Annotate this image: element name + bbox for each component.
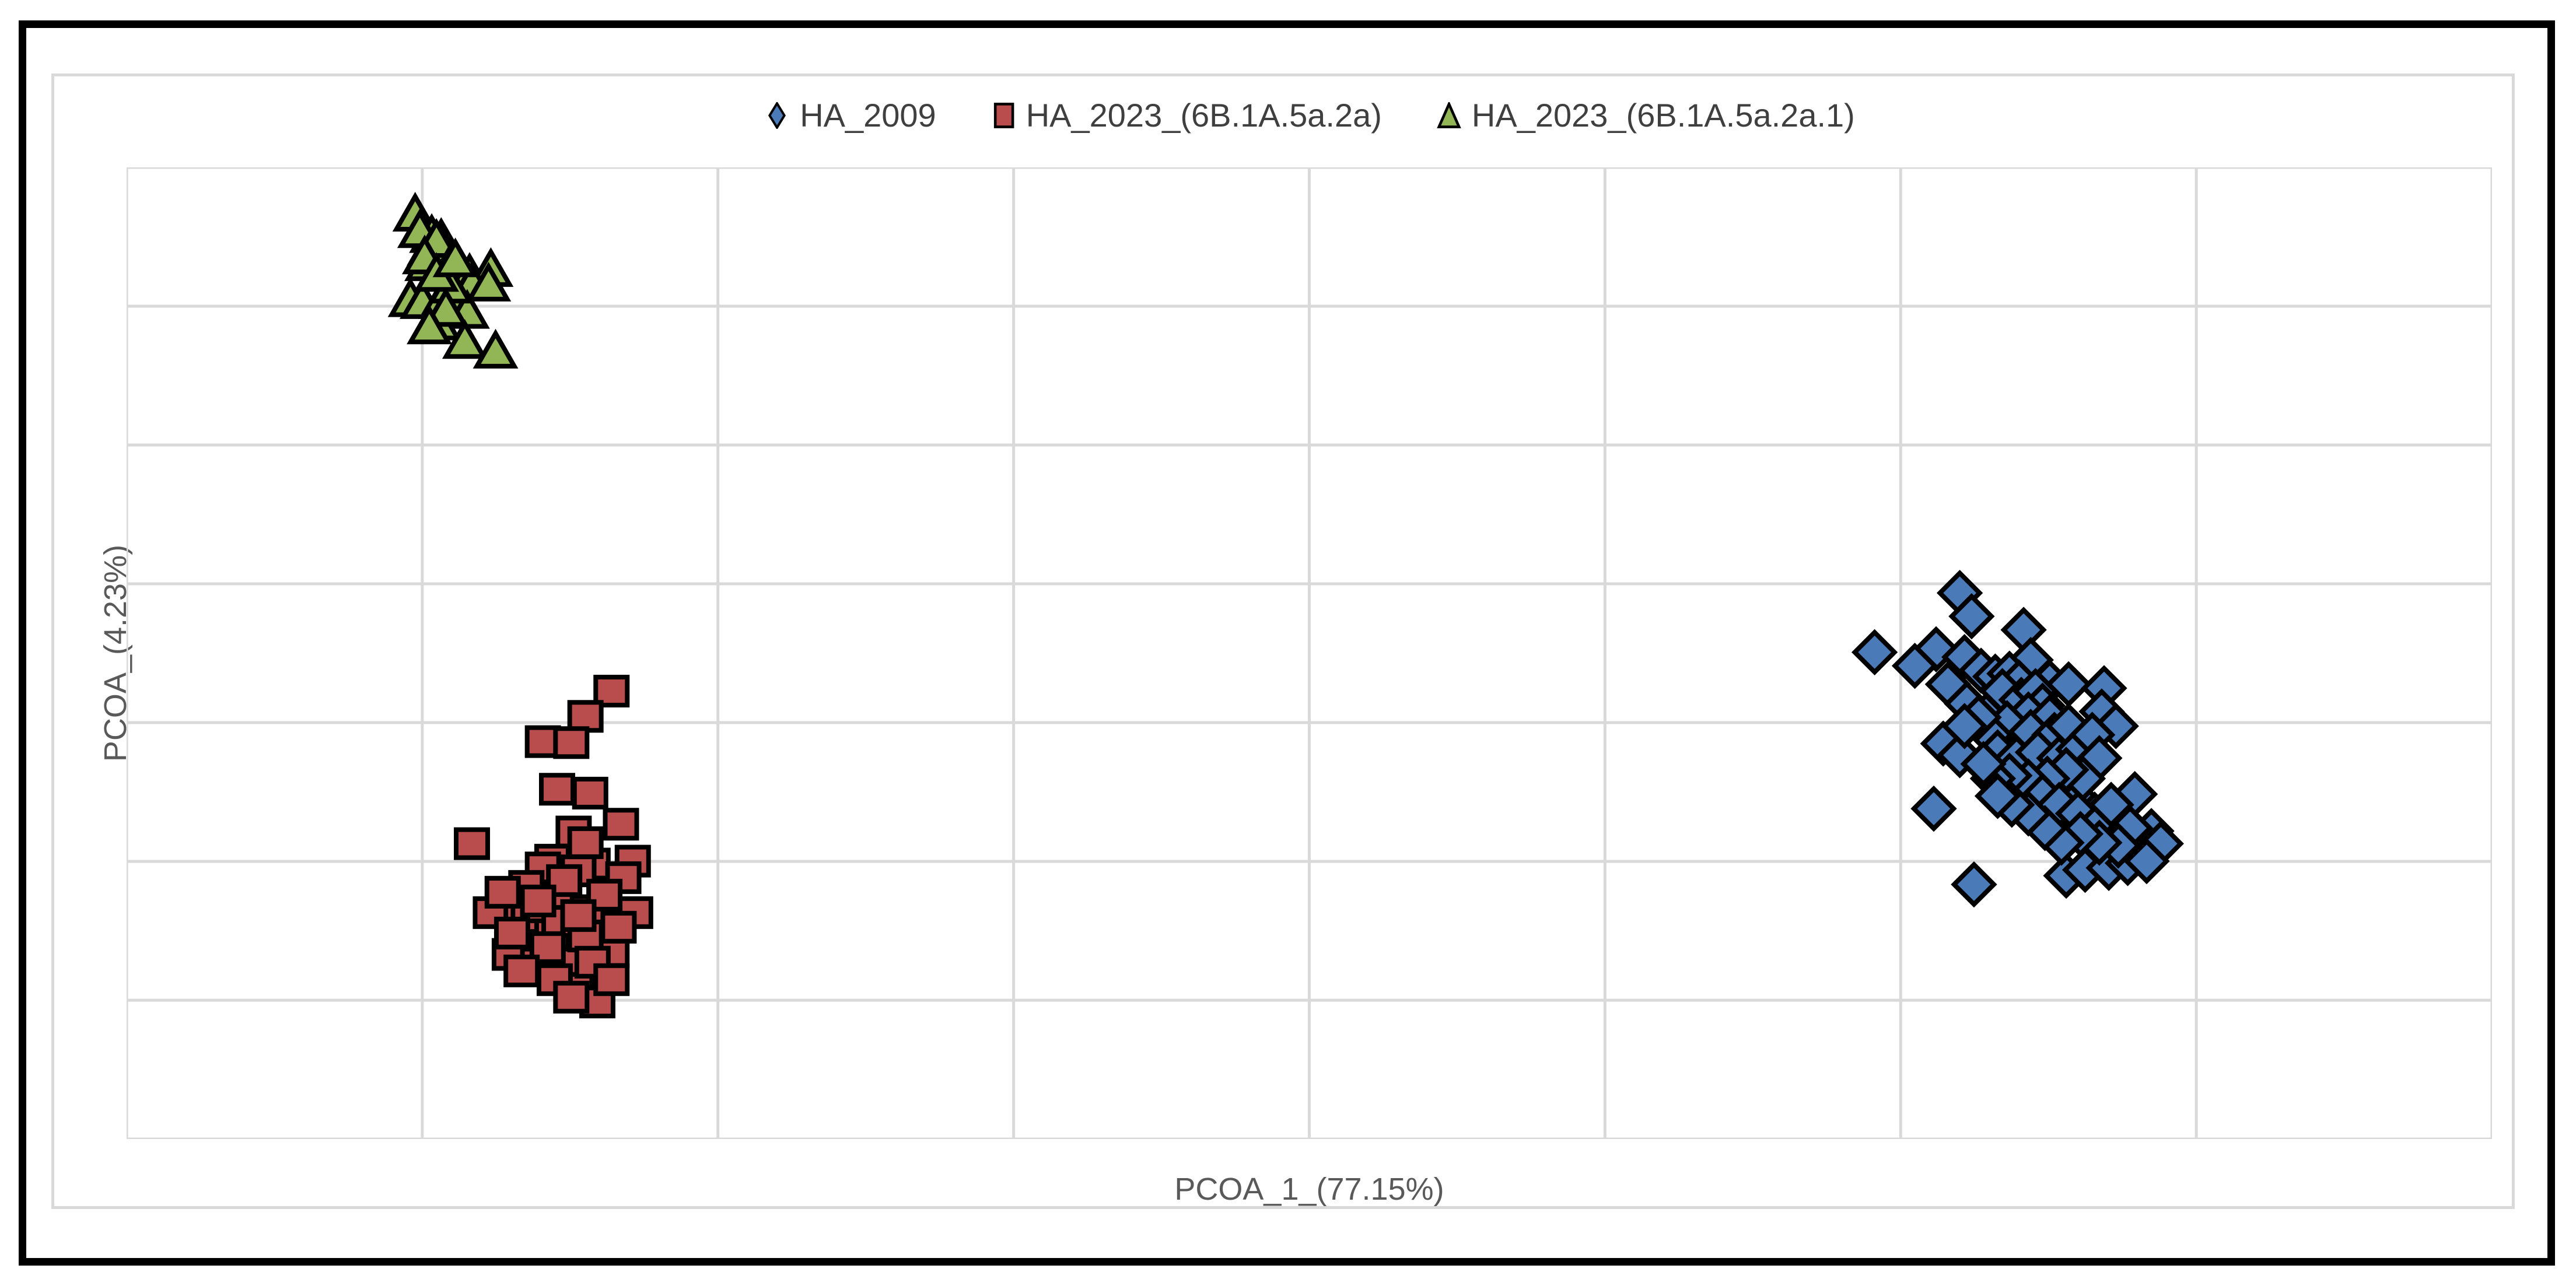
- gridlines: [127, 167, 2492, 1139]
- series-2-triangle: [387, 191, 519, 369]
- x-axis-title: PCOA_1_(77.15%): [1174, 1172, 1444, 1207]
- legend: HA_2009 HA_2023_(6B.1A.5a.2a) HA_2023_(6…: [127, 87, 2492, 143]
- series-1-square: [454, 674, 653, 1019]
- series-0-diamond: [1851, 570, 2184, 908]
- legend-item-ha-2023-5a2a1: HA_2023_(6B.1A.5a.2a.1): [1436, 99, 1855, 132]
- legend-label: HA_2009: [800, 97, 936, 134]
- legend-item-ha-2009: HA_2009: [764, 99, 936, 132]
- legend-item-ha-2023-5a2a: HA_2023_(6B.1A.5a.2a): [990, 99, 1382, 132]
- plot-area: [127, 167, 2492, 1139]
- triangle-icon: [1437, 102, 1461, 128]
- square-icon: [993, 103, 1014, 128]
- legend-label: HA_2023_(6B.1A.5a.2a.1): [1471, 97, 1855, 134]
- diamond-icon: [768, 102, 786, 129]
- figure-border: [19, 20, 2555, 1266]
- legend-label: HA_2023_(6B.1A.5a.2a): [1026, 97, 1382, 134]
